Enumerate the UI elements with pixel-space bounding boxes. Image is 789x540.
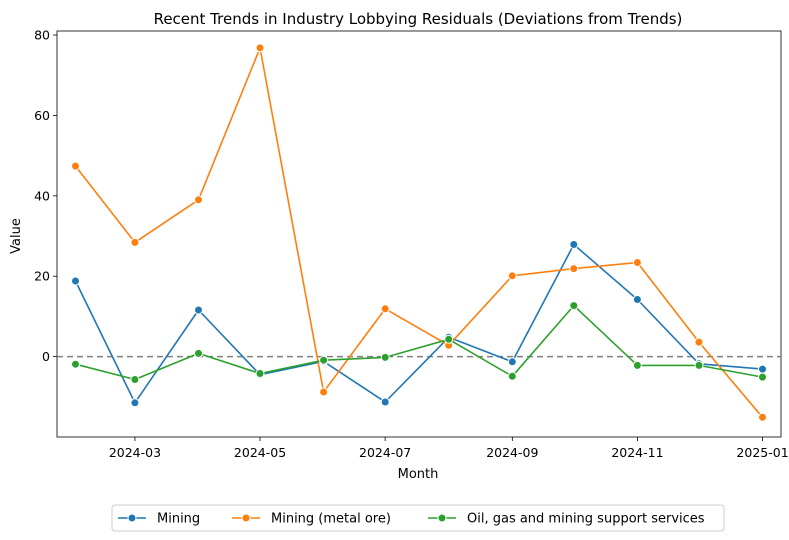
data-point (758, 372, 767, 382)
data-point (569, 301, 579, 311)
data-point (130, 237, 140, 247)
data-point (694, 360, 704, 370)
data-point (444, 334, 454, 344)
data-point (319, 387, 329, 397)
data-point (194, 348, 203, 358)
data-point (194, 305, 203, 315)
legend-swatch-marker (127, 513, 137, 523)
data-point (71, 276, 80, 286)
y-tick-label: 0 (42, 349, 50, 364)
plot-area: 0 20 40 60 80 2024-03 2024-05 2024-07 2024-09 202… (34, 28, 789, 460)
y-tick-label: 40 (34, 188, 50, 203)
x-tick-label: 2025-01 (736, 445, 788, 460)
plot-frame (56, 30, 782, 438)
legend: Mining Mining (metal ore) Oil, gas and min… (111, 504, 725, 532)
data-point (130, 375, 140, 384)
y-tick-label: 60 (34, 108, 50, 123)
legend-frame (111, 504, 725, 532)
x-axis-label: Month (398, 467, 439, 482)
chart-title: Recent Trends in Industry Lobbying Resid… (154, 10, 683, 28)
series-line-1 (74, 243, 763, 404)
y-tick-label: 20 (34, 269, 50, 284)
data-point (569, 240, 579, 249)
data-point (632, 360, 642, 370)
x-tick-label: 2024-11 (611, 445, 663, 460)
data-point (194, 195, 203, 205)
y-axis-label: Value (9, 218, 24, 254)
data-point (507, 371, 517, 381)
data-point (380, 352, 390, 362)
series-line-3 (75, 304, 763, 381)
legend-label: Oil, gas and mining support services (467, 512, 705, 527)
data-point (380, 397, 390, 407)
data-point (507, 357, 517, 367)
data-point (255, 43, 265, 53)
y-tick-label: 80 (34, 28, 50, 43)
data-point (71, 359, 80, 369)
x-tick-label: 2024-03 (109, 445, 161, 460)
data-point (694, 337, 704, 347)
legend-label: Mining (157, 512, 200, 527)
data-point (71, 161, 80, 171)
series-line-2 (74, 47, 764, 418)
x-tick-label: 2024-09 (486, 445, 538, 460)
legend-swatch-marker (437, 513, 447, 523)
data-point (380, 304, 390, 314)
data-point (569, 264, 579, 274)
data-point (758, 364, 767, 374)
data-point (255, 369, 265, 378)
data-point (130, 398, 140, 408)
x-tick-label: 2024-05 (234, 445, 286, 460)
legend-label: Mining (metal ore) (271, 512, 391, 527)
data-point (632, 295, 642, 304)
data-point (507, 271, 517, 281)
data-point (319, 355, 329, 365)
data-point (758, 412, 767, 422)
legend-swatch-marker (241, 513, 251, 523)
data-point (632, 258, 642, 267)
x-tick-label: 2024-07 (359, 445, 411, 460)
